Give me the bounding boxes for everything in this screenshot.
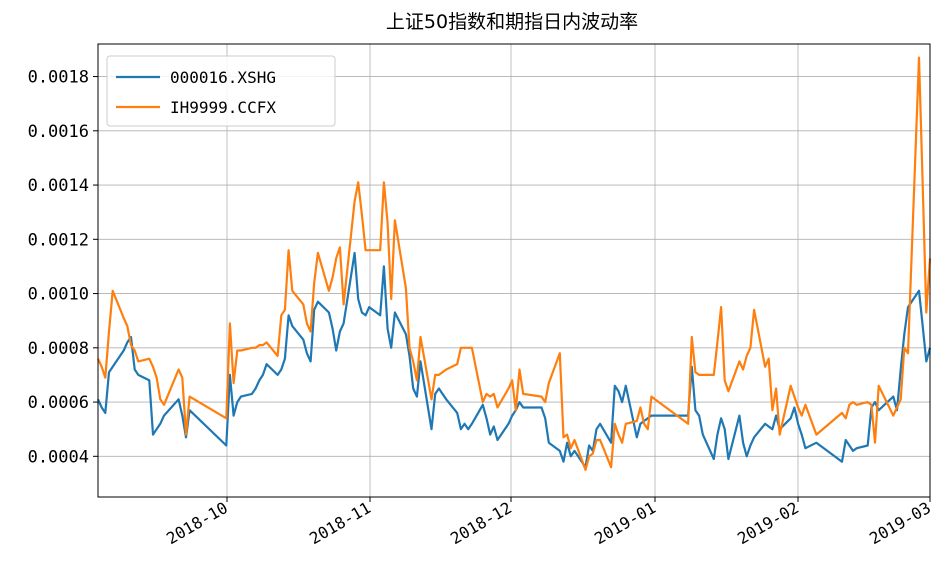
series-lines bbox=[96, 56, 932, 471]
legend-label-000016-xshg: 000016.XSHG bbox=[170, 68, 276, 87]
legend-box bbox=[106, 55, 336, 127]
legend: 000016.XSHG IH9999.CCFX bbox=[106, 55, 336, 127]
chart-title: 上证50指数和期指日内波动率 bbox=[386, 11, 638, 33]
y-tick-label: 0.0012 bbox=[28, 230, 89, 250]
plot-area-frame bbox=[97, 43, 931, 498]
x-tick-label: 2018-12 bbox=[447, 498, 515, 548]
x-tick-label: 2019-01 bbox=[591, 498, 659, 548]
y-tick-label: 0.0014 bbox=[28, 176, 89, 196]
series-line-ih9999-ccfx bbox=[96, 56, 932, 471]
x-tick-label: 2018-11 bbox=[306, 498, 374, 548]
x-tick-label: 2019-03 bbox=[866, 498, 934, 548]
legend-label-ih9999-ccfx: IH9999.CCFX bbox=[170, 98, 276, 117]
x-tick-label: 2019-02 bbox=[734, 498, 802, 548]
series-line-000016-xshg bbox=[96, 251, 932, 469]
y-tick-label: 0.0004 bbox=[28, 447, 89, 467]
y-axis: 0.0004 0.0006 0.0008 0.0010 0.0012 0.0014 0.00… bbox=[28, 68, 98, 467]
x-tick-label: 2018-10 bbox=[163, 498, 231, 548]
y-tick-label: 0.0006 bbox=[28, 393, 89, 413]
x-axis: 2018-10 2018-11 2018-12 2019-01 2019-02 2019-… bbox=[163, 497, 934, 548]
y-tick-label: 0.0010 bbox=[28, 285, 89, 305]
y-tick-label: 0.0008 bbox=[28, 339, 89, 359]
y-tick-label: 0.0018 bbox=[28, 68, 89, 88]
y-tick-label: 0.0016 bbox=[28, 122, 89, 142]
